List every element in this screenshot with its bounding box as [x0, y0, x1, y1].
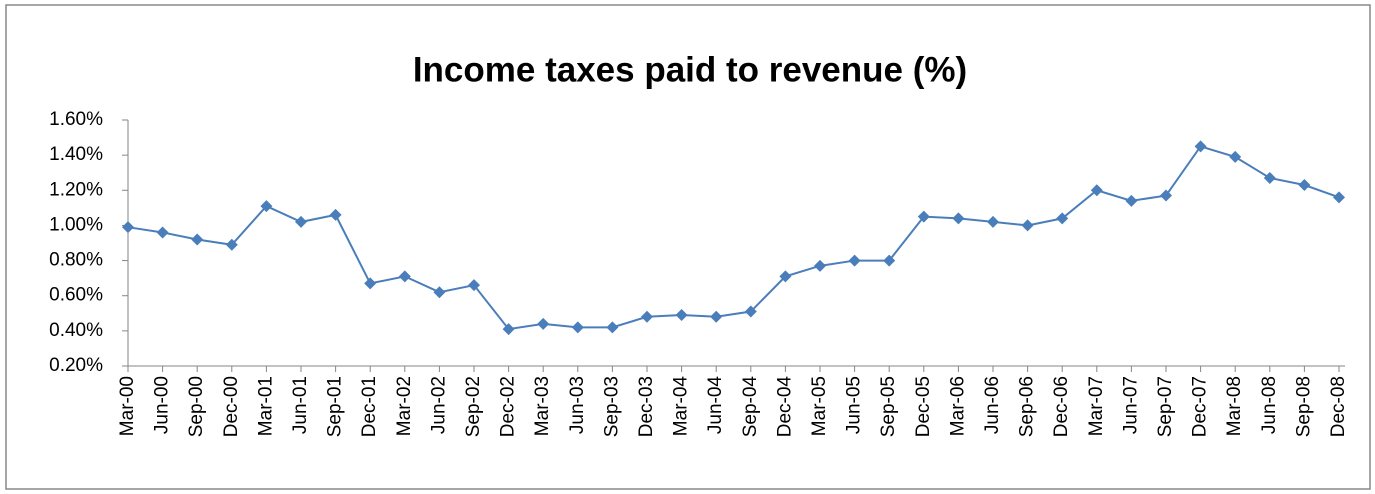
marker — [1333, 191, 1345, 204]
marker — [641, 310, 653, 323]
y-tick-label: 0.40% — [49, 320, 103, 341]
marker — [537, 317, 550, 330]
marker — [571, 321, 584, 334]
marker — [675, 309, 688, 322]
x-tick-label: Mar-05 — [809, 376, 830, 436]
x-tick-label: Jun-06 — [982, 376, 1003, 434]
marker — [295, 215, 307, 228]
marker — [329, 208, 342, 221]
marker — [1056, 212, 1069, 225]
marker — [814, 259, 826, 272]
marker — [606, 321, 619, 334]
x-tick-label: Jun-08 — [1259, 376, 1280, 434]
x-tick-label: Mar-04 — [671, 376, 692, 437]
marker — [468, 279, 480, 292]
x-tick-label: Sep-08 — [1293, 376, 1314, 437]
y-tick-label: 1.60% — [49, 109, 103, 130]
y-tick-label: 1.00% — [49, 214, 103, 235]
x-tick-label: Mar-03 — [532, 376, 553, 436]
x-tick-label: Sep-07 — [1155, 376, 1176, 437]
marker — [260, 200, 273, 213]
x-tick-label: Dec-00 — [221, 376, 242, 437]
marker — [987, 215, 999, 228]
x-tick-label: Dec-05 — [913, 376, 934, 437]
x-tick-label: Mar-00 — [117, 376, 138, 436]
y-tick-label: 0.80% — [49, 250, 103, 271]
x-tick-label: Mar-02 — [394, 376, 415, 436]
x-tick-label: Dec-03 — [636, 376, 657, 437]
marker — [917, 210, 930, 223]
x-tick-label: Jun-04 — [705, 376, 726, 435]
x-tick-label: Mar-08 — [1224, 376, 1245, 436]
y-tick-label: 1.20% — [49, 179, 103, 200]
x-tick-label: Dec-04 — [774, 376, 795, 438]
marker — [779, 270, 792, 283]
marker — [1021, 219, 1034, 232]
marker — [848, 254, 861, 267]
marker — [1160, 189, 1172, 202]
chart-title: Income taxes paid to revenue (%) — [413, 50, 967, 89]
x-tick-label: Dec-07 — [1190, 376, 1211, 437]
x-tick-label: Jun-00 — [152, 376, 173, 434]
y-tick-label: 0.60% — [49, 285, 103, 306]
x-tick-label: Dec-08 — [1328, 376, 1349, 437]
marker — [744, 305, 757, 318]
x-tick-label: Jun-07 — [1120, 376, 1141, 434]
x-tick-label: Jun-03 — [567, 376, 588, 434]
x-tick-label: Jun-05 — [844, 376, 865, 434]
marker — [1125, 194, 1138, 207]
x-tick-label: Dec-02 — [498, 376, 519, 437]
x-tick-label: Jun-01 — [290, 376, 311, 434]
marker — [1229, 150, 1242, 163]
marker — [1194, 140, 1207, 153]
marker — [883, 254, 896, 267]
marker — [398, 270, 411, 283]
x-tick-label: Sep-03 — [601, 376, 622, 437]
y-tick-label: 1.40% — [49, 144, 103, 165]
marker — [1298, 179, 1311, 192]
marker — [191, 233, 204, 246]
x-tick-label: Mar-01 — [255, 376, 276, 436]
x-tick-label: Dec-01 — [359, 376, 380, 437]
marker — [1263, 171, 1276, 184]
marker — [156, 226, 169, 239]
x-tick-label: Sep-02 — [463, 376, 484, 437]
marker — [710, 310, 723, 323]
marker — [1090, 184, 1103, 197]
x-tick-label: Sep-04 — [740, 376, 761, 438]
y-tick-label: 0.20% — [49, 355, 103, 376]
marker — [433, 286, 446, 299]
x-tick-label: Jun-02 — [428, 376, 449, 434]
x-tick-label: Sep-01 — [325, 376, 346, 437]
line — [127, 145, 1340, 331]
marker — [502, 323, 515, 336]
marker — [122, 221, 134, 234]
marker — [952, 212, 965, 225]
marker — [364, 277, 377, 290]
x-tick-label: Dec-06 — [1051, 376, 1072, 437]
x-tick-label: Sep-05 — [878, 376, 899, 437]
x-tick-label: Mar-07 — [1086, 376, 1107, 436]
x-tick-label: Sep-00 — [186, 376, 207, 437]
marker — [225, 238, 238, 251]
x-tick-label: Mar-06 — [947, 376, 968, 436]
x-tick-label: Sep-06 — [1017, 376, 1038, 437]
